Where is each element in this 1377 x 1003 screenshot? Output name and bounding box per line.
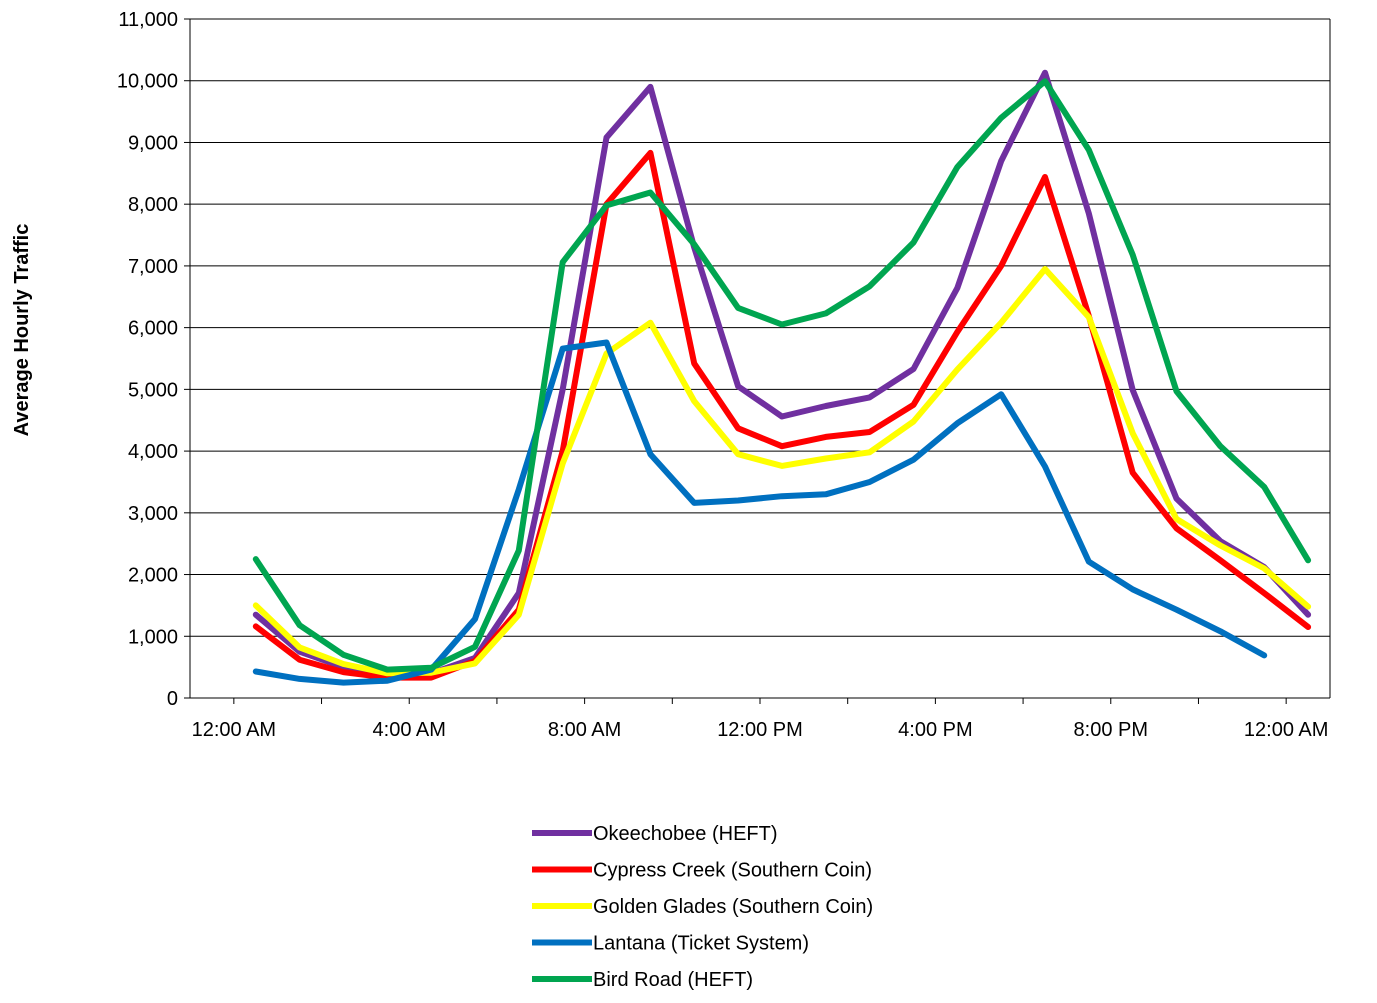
x-tick-label: 8:00 AM <box>548 719 621 741</box>
y-tick-label: 3,000 <box>128 503 178 525</box>
y-tick-label: 8,000 <box>128 194 178 216</box>
axes: 0 1,000 2,000 3,000 4,000 5,000 6,000 7,000 8,00… <box>117 9 1331 741</box>
series-line-2 <box>252 266 1312 677</box>
x-tick-label: 8:00 PM <box>1074 719 1148 741</box>
legend-label: Lantana (Ticket System) <box>593 933 809 955</box>
y-tick-label: 2,000 <box>128 565 178 587</box>
series-line-0 <box>252 69 1312 678</box>
legend-label: Golden Glades (Southern Coin) <box>593 896 873 918</box>
y-tick-label: 10,000 <box>117 71 178 93</box>
x-tick-label: 12:00 AM <box>1244 719 1329 741</box>
legend-label: Bird Road (HEFT) <box>593 969 753 991</box>
y-tick-label: 0 <box>167 688 178 710</box>
y-tick-label: 4,000 <box>128 441 178 463</box>
y-tick-label: 6,000 <box>128 318 178 340</box>
series-line-1 <box>252 149 1312 681</box>
y-tick-label: 1,000 <box>128 626 178 648</box>
gridlines <box>190 18 1330 699</box>
legend-label: Cypress Creek (Southern Coin) <box>593 860 872 882</box>
y-tick-label: 7,000 <box>128 256 178 278</box>
y-tick-label: 11,000 <box>118 9 178 31</box>
x-tick-label: 12:00 AM <box>192 719 277 741</box>
x-tick-label: 4:00 PM <box>898 719 972 741</box>
x-tick-label: 12:00 PM <box>717 719 803 741</box>
series-line-3 <box>252 339 1268 686</box>
y-axis-label: Average Hourly Traffic <box>11 224 33 437</box>
x-tick-label: 4:00 AM <box>373 719 446 741</box>
series-lines <box>252 69 1312 686</box>
y-tick-label: 9,000 <box>128 132 178 154</box>
y-tick-label: 5,000 <box>128 379 178 401</box>
legend-label: Okeechobee (HEFT) <box>593 823 778 845</box>
series-line-4 <box>252 78 1312 673</box>
legend: Okeechobee (HEFT) Cypress Creek (Southern… <box>532 823 873 991</box>
